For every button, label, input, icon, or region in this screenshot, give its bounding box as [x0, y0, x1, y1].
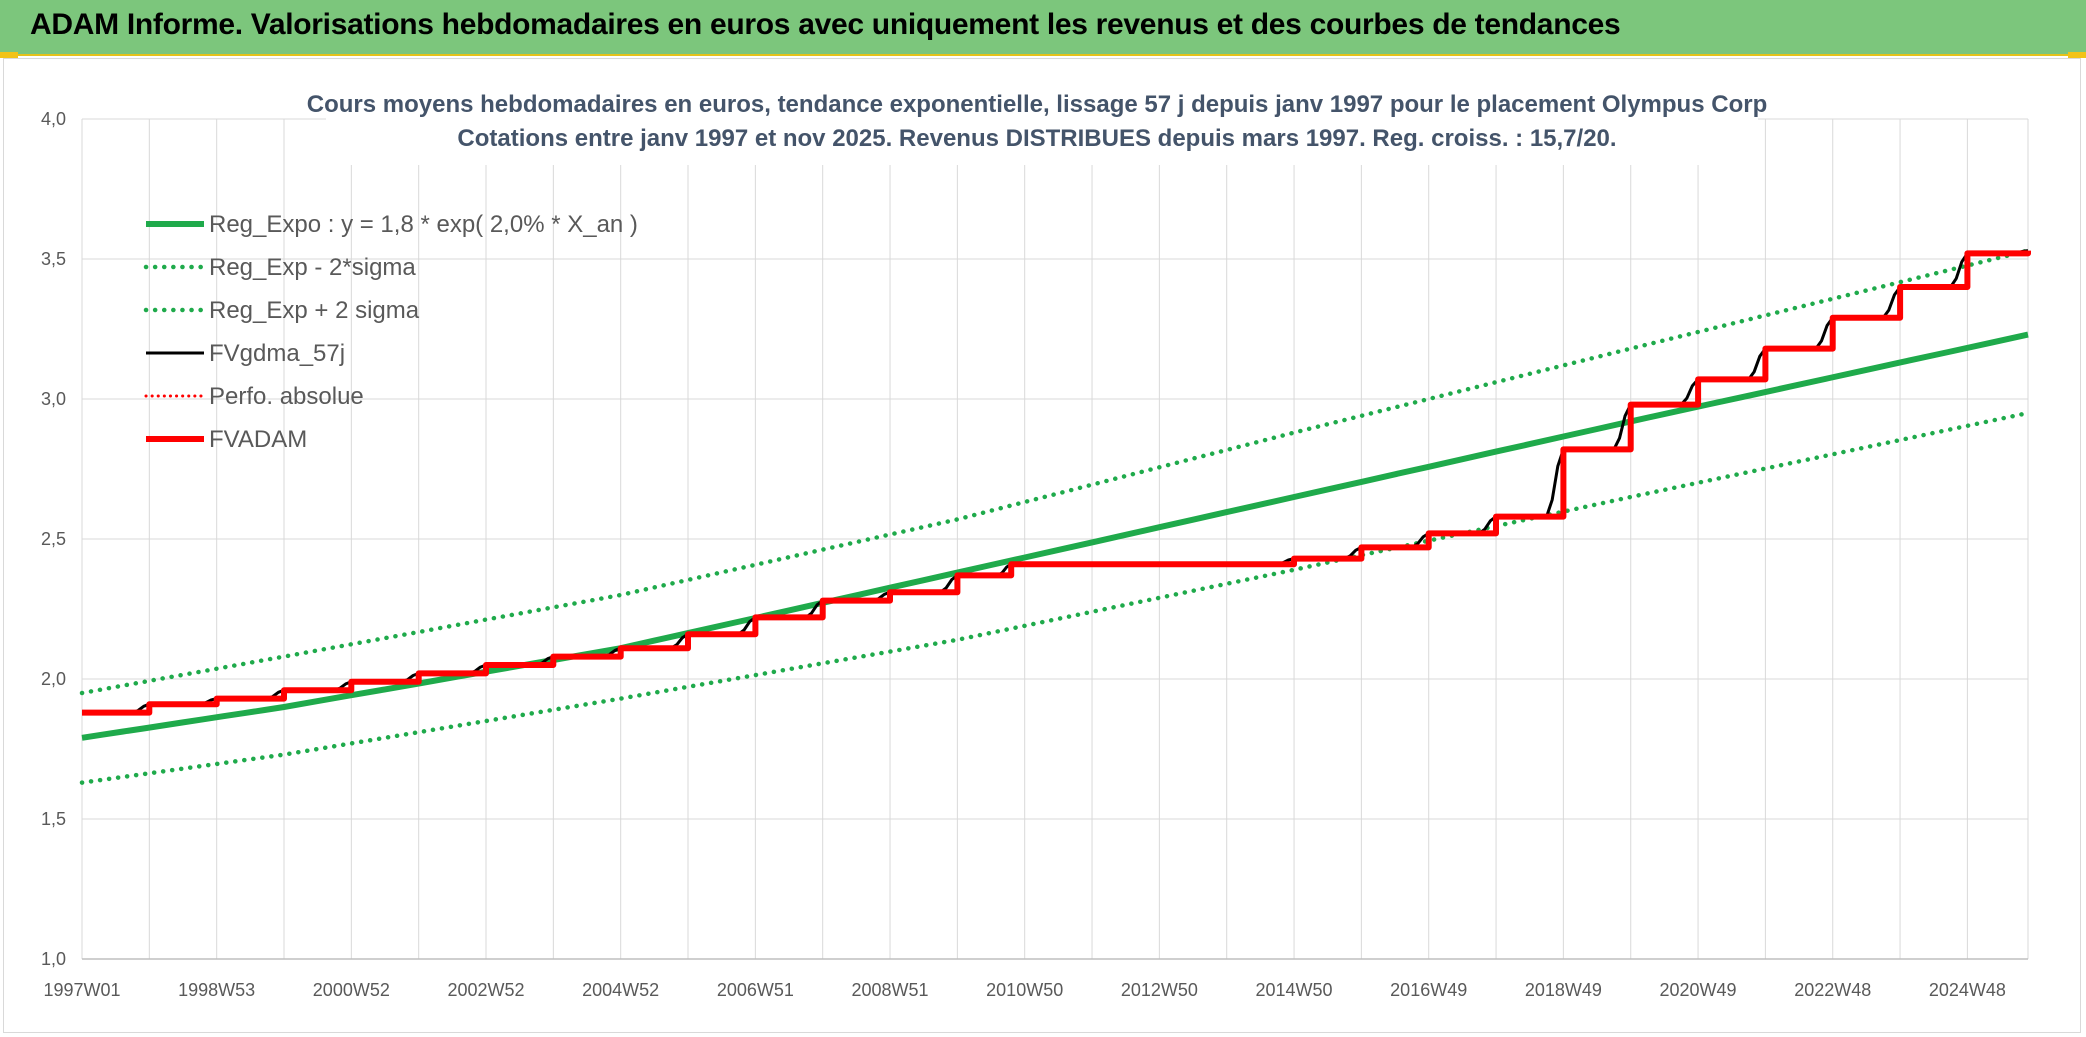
x-tick-label: 2004W52 — [582, 980, 659, 1000]
x-tick-label: 2024W48 — [1929, 980, 2006, 1000]
report-banner: ADAM Informe. Valorisations hebdomadaire… — [0, 0, 2086, 56]
series-line-2 — [79, 410, 2031, 785]
legend-label: Reg_Expo : y = 1,8 * exp( 2,0% * X_an ) — [209, 211, 638, 238]
chart-frame: 1,0 1,5 2,0 2,5 3,0 3,5 4,0 1997W01 1998W53 2000W… — [3, 58, 2081, 1033]
x-tick-label: 1997W01 — [43, 980, 120, 1000]
grid-layer — [81, 118, 2029, 960]
banner-corner-left — [0, 52, 18, 58]
x-tick-label: 2000W52 — [313, 980, 390, 1000]
x-tick-label: 2012W50 — [1121, 980, 1198, 1000]
line-chart: 1,0 1,5 2,0 2,5 3,0 3,5 4,0 1997W01 1998W53 2000W… — [41, 91, 2031, 1000]
legend-label: Perfo. absolue — [209, 383, 364, 410]
series-line-3 — [79, 248, 2031, 696]
x-tick-label: 2016W49 — [1390, 980, 1467, 1000]
x-tick-label: 2010W50 — [986, 980, 1063, 1000]
title-backdrop — [326, 91, 1758, 165]
x-tick-label: 2006W51 — [717, 980, 794, 1000]
report-title: ADAM Informe. Valorisations hebdomadaire… — [30, 8, 1621, 41]
y-tick-label: 2,0 — [41, 669, 66, 689]
chart-title: Cours moyens hebdomadaires en euros, ten… — [307, 91, 1767, 118]
chart-subtitle: Cotations entre janv 1997 et nov 2025. R… — [457, 125, 1616, 152]
legend-label: Reg_Exp - 2*sigma — [209, 254, 416, 281]
series-line-6 — [82, 250, 2031, 716]
legend-label: Reg_Exp + 2 sigma — [209, 297, 420, 324]
x-tick-label: 2020W49 — [1660, 980, 1737, 1000]
tick-layer: 1,0 1,5 2,0 2,5 3,0 3,5 4,0 1997W01 1998W53 2000W… — [41, 109, 2006, 1000]
legend: Reg_Expo : y = 1,8 * exp( 2,0% * X_an ) R… — [143, 211, 638, 453]
series-layer — [79, 248, 2031, 785]
series-line-1 — [81, 331, 2029, 741]
x-tick-label: 2018W49 — [1525, 980, 1602, 1000]
y-tick-label: 3,5 — [41, 249, 66, 269]
y-tick-label: 1,0 — [41, 949, 66, 969]
x-tick-label: 2014W50 — [1256, 980, 1333, 1000]
legend-label: FVgdma_57j — [209, 340, 345, 367]
y-tick-label: 1,5 — [41, 809, 66, 829]
x-tick-label: 2002W52 — [447, 980, 524, 1000]
y-tick-label: 2,5 — [41, 529, 66, 549]
x-tick-label: 2022W48 — [1794, 980, 1871, 1000]
x-tick-label: 1998W53 — [178, 980, 255, 1000]
x-tick-label: 2008W51 — [851, 980, 928, 1000]
y-tick-label: 4,0 — [41, 109, 66, 129]
y-tick-label: 3,0 — [41, 389, 66, 409]
banner-corner-right — [2068, 52, 2086, 58]
legend-label: FVADAM — [209, 426, 307, 453]
